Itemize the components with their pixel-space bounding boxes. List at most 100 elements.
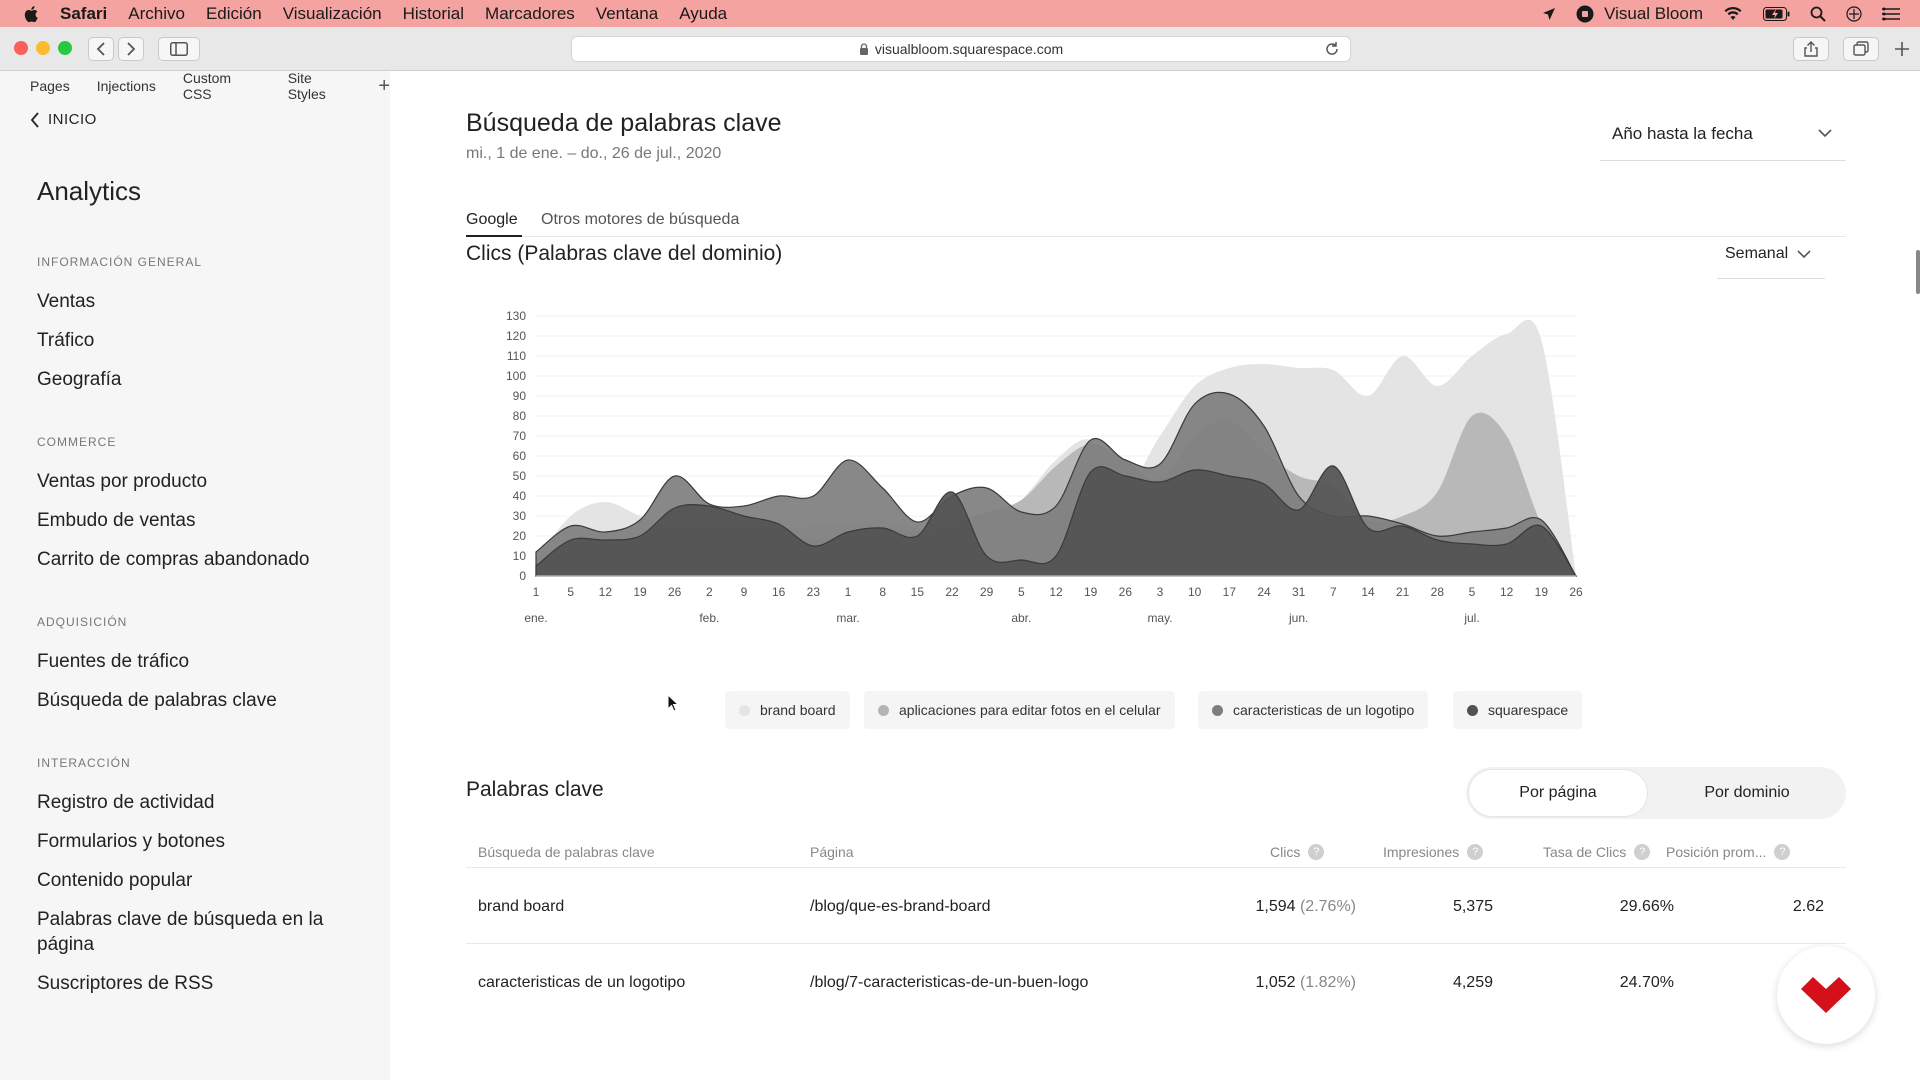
tab-custom-css[interactable]: Custom CSS [182,70,232,102]
frequency-select[interactable]: Semanal [1717,241,1825,279]
sidebar-item-carrito-abandonado[interactable]: Carrito de compras abandonado [37,549,310,570]
tab-google[interactable]: Google [466,211,518,228]
help-icon[interactable]: ? [1774,844,1791,860]
minimize-window-button[interactable] [36,41,50,55]
fullscreen-window-button[interactable] [58,41,72,55]
apple-icon[interactable] [22,4,42,24]
wifi-icon[interactable] [1723,6,1743,21]
menu-visualizacion[interactable]: Visualización [282,3,382,23]
search-icon[interactable] [1810,6,1826,22]
help-icon[interactable]: ? [1308,844,1325,860]
tab-site-styles[interactable]: Site Styles [287,70,326,102]
sidebar-item-suscriptores-rss[interactable]: Suscriptores de RSS [37,973,214,994]
sidebar-item-contenido-popular[interactable]: Contenido popular [37,870,193,891]
tab-pages[interactable]: Pages [30,78,70,94]
legend-item-aplicaciones[interactable]: aplicaciones para editar fotos en el cel… [864,691,1175,729]
menu-ayuda[interactable]: Ayuda [679,3,728,23]
menu-marcadores[interactable]: Marcadores [485,3,575,23]
menu-ventana[interactable]: Ventana [595,3,659,23]
siri-icon[interactable] [1846,5,1862,22]
x-tick-label: 5 [567,585,574,599]
month-label: jul. [1463,611,1479,625]
table-row[interactable]: brand board /blog/que-es-brand-board 1,5… [466,867,1846,943]
sidebar-item-palabras-clave-en-pagina[interactable]: Palabras clave de búsqueda en la página [37,909,324,955]
keyword-cell: caracteristicas de un logotipo [478,974,686,991]
x-tick-label: 12 [1049,585,1063,599]
sidebar-item-formularios-y-botones[interactable]: Formularios y botones [37,831,225,852]
sidebar-item-fuentes-de-trafico[interactable]: Fuentes de tráfico [37,651,190,672]
sidebar-item-registro-de-actividad[interactable]: Registro de actividad [37,792,215,813]
forward-button[interactable] [118,37,144,61]
menu-safari[interactable]: Safari [60,3,108,23]
menu-edicion[interactable]: Edición [205,3,262,23]
sidebar-toggle-button[interactable] [158,37,200,61]
add-tab-icon[interactable]: + [378,74,390,97]
control-center-icon[interactable] [1882,7,1900,21]
y-tick-label: 60 [513,449,527,463]
page-link[interactable]: /blog/que-es-brand-board [810,898,991,915]
mouse-cursor-icon [667,694,679,712]
by-page-option[interactable]: Por página [1468,769,1648,817]
page-link[interactable]: /blog/7-caracteristicas-de-un-buen-logo [810,974,1089,991]
heart-logo-icon [1801,977,1851,1013]
column-header-keyword[interactable]: Búsqueda de palabras clave [478,844,655,860]
legend-dot [739,704,750,716]
x-tick-label: 7 [1330,585,1337,599]
date-range-select[interactable]: Año hasta la fecha [1600,116,1846,161]
chevron-left-icon [96,42,105,56]
x-tick-label: 22 [945,585,959,599]
legend-item-brand-board[interactable]: brand board [725,691,850,729]
x-tick-label: 26 [1569,585,1583,599]
reload-icon[interactable] [1324,41,1340,57]
x-tick-label: 15 [911,585,925,599]
record-icon[interactable] [1576,5,1594,23]
menu-archivo[interactable]: Archivo [128,3,185,23]
sidebar-item-embudo-de-ventas[interactable]: Embudo de ventas [37,510,196,531]
column-header-impressions[interactable]: Impresiones? [1383,844,1484,860]
battery-icon[interactable] [1763,6,1790,21]
y-tick-label: 30 [513,509,527,523]
sidebar-item-ventas-por-producto[interactable]: Ventas por producto [37,471,208,492]
address-bar[interactable]: visualbloom.squarespace.com [571,36,1351,62]
clicks-cell: 1,594 (2.76%) [1255,898,1356,915]
back-button[interactable] [88,37,114,61]
column-header-ctr[interactable]: Tasa de Clics? [1543,844,1651,860]
app-name[interactable]: Visual Bloom [1604,3,1703,23]
y-tick-label: 0 [519,569,526,583]
share-button[interactable] [1793,37,1829,61]
chevron-right-icon [127,42,136,56]
column-header-page[interactable]: Página [810,844,854,860]
menu-historial[interactable]: Historial [402,3,465,23]
by-domain-option[interactable]: Por dominio [1704,784,1790,801]
legend-item-squarespace[interactable]: squarespace [1453,691,1583,729]
x-tick-label: 24 [1257,585,1271,599]
scrollbar-thumb[interactable] [1916,250,1920,294]
date-range: mi., 1 de ene. – do., 26 de jul., 2020 [466,145,722,162]
tab-otros-motores[interactable]: Otros motores de búsqueda [541,211,740,228]
location-icon[interactable] [1542,7,1556,21]
table-row[interactable]: caracteristicas de un logotipo /blog/7-c… [466,943,1846,1019]
sidebar-item-ventas[interactable]: Ventas [37,291,96,312]
legend-label: aplicaciones para editar fotos en el cel… [899,702,1161,718]
legend-item-caracteristicas[interactable]: caracteristicas de un logotipo [1198,691,1429,729]
sidebar-item-busqueda-palabras-clave[interactable]: Búsqueda de palabras clave [37,690,277,711]
close-window-button[interactable] [14,41,28,55]
x-tick-label: 1 [845,585,852,599]
tab-injections[interactable]: Injections [96,78,156,94]
brand-logo-badge[interactable] [1777,946,1875,1044]
column-header-position[interactable]: Posición prom...? [1666,844,1791,860]
new-tab-button[interactable] [1894,41,1910,62]
section-label: INFORMACIÓN GENERAL [37,255,203,269]
help-icon[interactable]: ? [1467,844,1484,860]
sidebar-item-trafico[interactable]: Tráfico [37,330,95,351]
column-header-clicks[interactable]: Clics? [1270,844,1325,860]
sidebar-item-geografia[interactable]: Geografía [37,369,122,390]
sidebar-icon [170,42,188,56]
x-tick-label: 26 [668,585,682,599]
help-icon[interactable]: ? [1634,844,1651,860]
back-to-home-link[interactable]: INICIO [30,111,97,128]
main-panel: Búsqueda de palabras clave mi., 1 de ene… [390,71,1920,1080]
tabs-overview-button[interactable] [1843,37,1879,61]
impressions-cell: 5,375 [1452,898,1493,915]
